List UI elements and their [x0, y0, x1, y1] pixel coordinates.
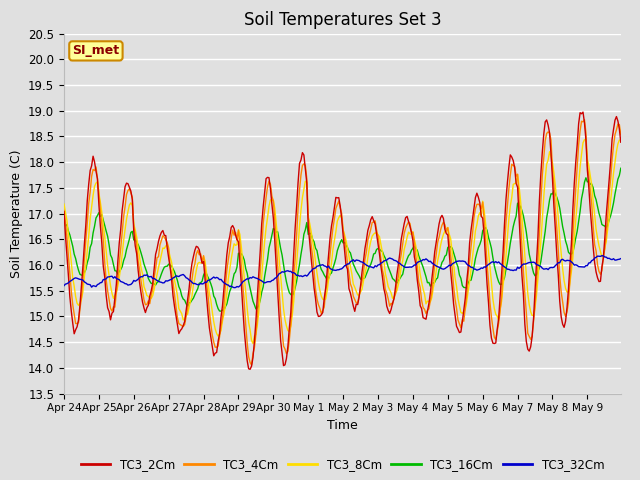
- Text: SI_met: SI_met: [72, 44, 120, 58]
- Legend: TC3_2Cm, TC3_4Cm, TC3_8Cm, TC3_16Cm, TC3_32Cm: TC3_2Cm, TC3_4Cm, TC3_8Cm, TC3_16Cm, TC3…: [76, 454, 609, 476]
- Y-axis label: Soil Temperature (C): Soil Temperature (C): [10, 149, 22, 278]
- Title: Soil Temperatures Set 3: Soil Temperatures Set 3: [244, 11, 441, 29]
- X-axis label: Time: Time: [327, 419, 358, 432]
